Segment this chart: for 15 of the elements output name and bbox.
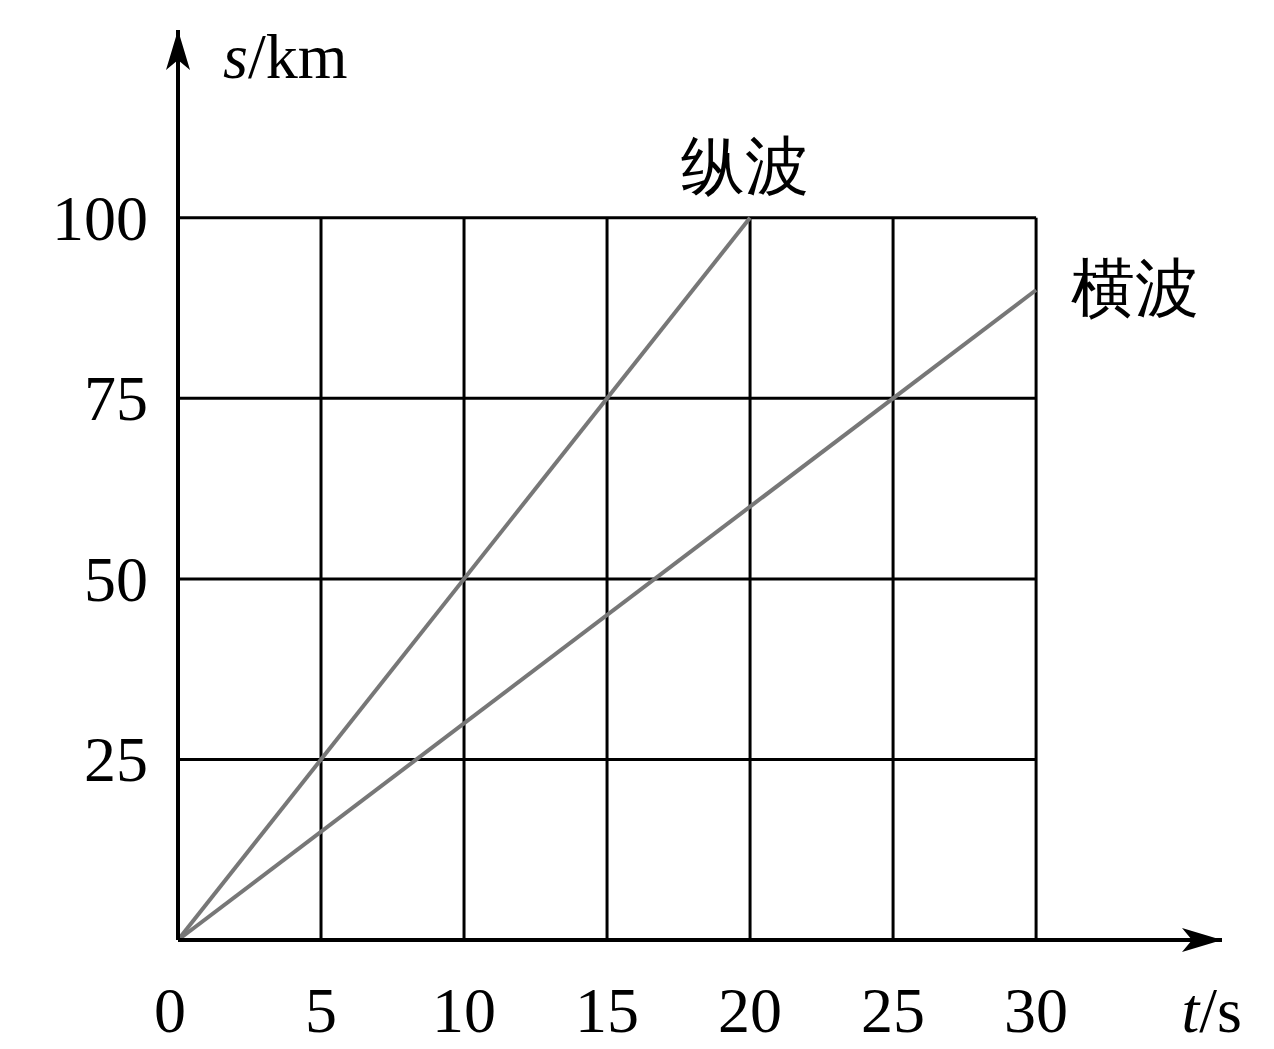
x-tick-label: 0 [154, 975, 186, 1046]
x-axis-title: t/s [1181, 975, 1242, 1046]
x-tick-label: 15 [575, 975, 640, 1046]
y-tick-label: 75 [84, 363, 148, 435]
y-axis-title: s/km [223, 21, 348, 92]
series-label: 横波 [1071, 253, 1200, 324]
x-tick-label: 10 [432, 975, 497, 1046]
y-tick-label: 25 [84, 724, 148, 796]
x-tick-label: 5 [305, 975, 338, 1046]
x-tick-label: 30 [1004, 975, 1069, 1046]
x-tick-label: 25 [861, 975, 926, 1046]
series-label: 纵波 [681, 130, 810, 202]
y-tick-label: 50 [84, 543, 148, 615]
y-tick-label: 100 [52, 182, 148, 254]
x-tick-label: 20 [718, 975, 783, 1046]
